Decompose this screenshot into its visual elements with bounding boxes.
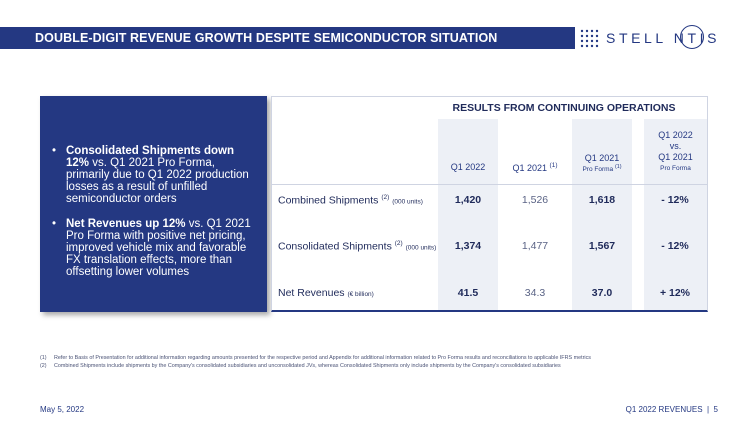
footnote: (1) Refer to Basis of Presentation for a… [40,354,720,362]
bullet-emphasis: Consolidated Shipments down 12% [66,145,235,169]
footer-separator: | [707,405,710,414]
column-header: Q1 2021 Pro Forma (1) [572,153,632,174]
footnotes: (1) Refer to Basis of Presentation for a… [40,354,720,370]
column-header-line: vs. [669,141,682,151]
results-table: RESULTS FROM CONTINUING OPERATIONS Q1 20… [271,96,708,312]
header-divider [272,184,707,185]
column-header-line: Q1 2022 [450,162,486,172]
row-label-text: Net Revenues [278,287,345,299]
row-label-text: Combined Shipments [278,194,379,207]
column-shade [644,119,707,310]
column-header: Q1 2021 (1) [502,162,568,173]
column-shade [438,119,498,310]
footnote-text: Refer to Basis of Presentation for addit… [54,355,591,361]
column-shade [572,119,632,310]
column-header-line: Q1 2022 [658,130,693,140]
column-header: Q1 2022 vs. Q1 2021 Pro Forma [644,130,707,174]
row-unit: (€ billion) [347,291,374,298]
column-header-subline: Pro Forma [582,166,614,174]
column-header-line: Q1 2021 [512,163,548,173]
bullet-emphasis: Net Revenues up 12% [66,218,186,230]
table-cell: 34.3 [524,287,546,299]
footnote: (2) Combined Shipments include shipments… [40,362,720,370]
title-bar: DOUBLE-DIGIT REVENUE GROWTH DESPITE SEMI… [0,27,575,49]
summary-panel: Consolidated Shipments down 12% vs. Q1 2… [40,96,267,312]
page-number: 5 [713,405,718,414]
bullet-text: vs. Q1 2021 Pro Forma, primarily due to … [66,157,249,205]
table-cell: - 12% [661,194,689,206]
row-unit: (000 units) [392,198,423,206]
bullet-item: Net Revenues up 12% vs. Q1 2021 Pro Form… [52,218,259,278]
dot-grid-icon [580,29,599,48]
footnote-ref: (2) [381,194,390,201]
table-cell: 1,477 [521,240,549,252]
footnote-ref: (1) [614,164,622,170]
column-header: Q1 2022 [438,162,498,172]
summary-bullets: Consolidated Shipments down 12% vs. Q1 2… [52,145,259,291]
table-cell: 1,420 [454,194,482,206]
bullet-item: Consolidated Shipments down 12% vs. Q1 2… [52,145,259,205]
table-cell: 1,374 [454,240,482,252]
page-title: DOUBLE-DIGIT REVENUE GROWTH DESPITE SEMI… [35,31,498,45]
footnote-text: Combined Shipments include shipments by … [54,363,561,369]
table-cell: 1,618 [588,194,616,206]
footer-section: Q1 2022 REVENUES [625,405,703,414]
footnote-number: (2) [40,363,47,369]
footnote-number: (1) [40,355,47,361]
table-cell: 41.5 [457,287,479,299]
row-label: Consolidated Shipments (2) (000 units) [278,240,436,253]
footnote-ref: (2) [394,240,403,247]
footnote-ref: (1) [549,162,558,169]
table-title: RESULTS FROM CONTINUING OPERATIONS [452,102,676,114]
table-cell: - 12% [661,240,689,252]
table-cell: 1,567 [588,240,616,252]
column-header-line: Q1 2021 [584,153,620,163]
footer-page-info: Q1 2022 REVENUES | 5 [626,405,718,414]
brand-emblem-icon [680,25,704,49]
row-unit: (000 units) [405,244,437,252]
column-header-subline: Pro Forma [660,165,691,172]
column-header-line: Q1 2021 [658,152,693,162]
row-label: Combined Shipments (2) (000 units) [278,194,423,207]
footer-date: May 5, 2022 [40,405,85,414]
row-label-text: Consolidated Shipments [278,240,392,253]
table-cell: 37.0 [591,287,613,299]
table-cell: 1,526 [521,194,549,206]
bullet-text: vs. Q1 2021 Pro Forma with positive net … [66,218,251,278]
row-label: Net Revenues (€ billion) [278,287,374,299]
table-cell: + 12% [659,287,691,299]
